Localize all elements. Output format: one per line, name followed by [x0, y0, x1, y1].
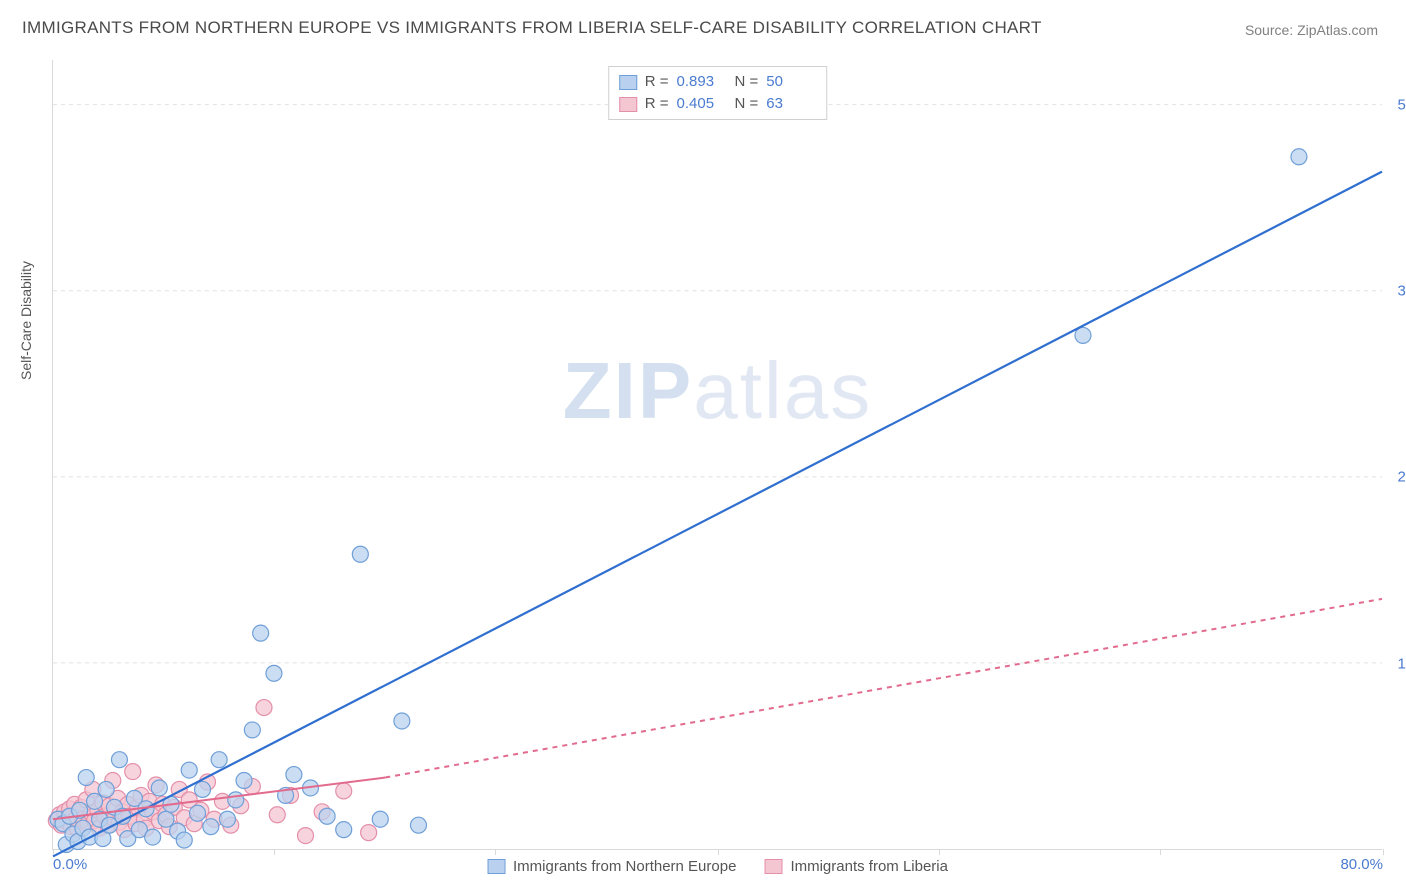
data-point — [111, 752, 127, 768]
legend-correlation: R = 0.893 N = 50 R = 0.405 N = 63 — [608, 66, 828, 120]
data-point — [410, 817, 426, 833]
data-point — [336, 783, 352, 799]
data-point — [151, 780, 167, 796]
data-point — [78, 770, 94, 786]
legend-label-1: Immigrants from Liberia — [790, 858, 948, 875]
data-point — [98, 781, 114, 797]
r-value-0: 0.893 — [677, 71, 727, 93]
data-point — [319, 808, 335, 824]
x-tick-label: 0.0% — [53, 856, 87, 873]
data-point — [256, 700, 272, 716]
data-point — [394, 713, 410, 729]
data-point — [336, 822, 352, 838]
data-point — [219, 811, 235, 827]
n-label: N = — [735, 71, 759, 93]
plot-area: ZIPatlas 12.5%25.0%37.5%50.0% 0.0%80.0% … — [52, 60, 1382, 850]
data-point — [158, 811, 174, 827]
data-point — [269, 807, 285, 823]
data-point — [236, 773, 252, 789]
y-axis-label: Self-Care Disability — [18, 261, 34, 380]
x-tick — [718, 849, 719, 855]
x-tick — [495, 849, 496, 855]
legend-row-series-1: R = 0.405 N = 63 — [619, 93, 817, 115]
data-point — [211, 752, 227, 768]
legend-row-series-0: R = 0.893 N = 50 — [619, 71, 817, 93]
data-point — [361, 825, 377, 841]
y-tick-label: 25.0% — [1390, 469, 1406, 486]
source-prefix: Source: — [1245, 22, 1297, 38]
y-tick-label: 12.5% — [1390, 655, 1406, 672]
x-tick — [1383, 849, 1384, 855]
legend-item-0: Immigrants from Northern Europe — [487, 858, 736, 875]
x-tick-label: 80.0% — [1340, 856, 1383, 873]
data-point — [298, 828, 314, 844]
x-tick — [274, 849, 275, 855]
data-point — [176, 832, 192, 848]
swatch-bottom-0 — [487, 859, 505, 874]
data-point — [244, 722, 260, 738]
source-attribution: Source: ZipAtlas.com — [1245, 22, 1378, 38]
x-tick — [53, 849, 54, 855]
data-point — [253, 625, 269, 641]
legend-label-0: Immigrants from Northern Europe — [513, 858, 736, 875]
r-label: R = — [645, 71, 669, 93]
r-label: R = — [645, 93, 669, 115]
source-link[interactable]: ZipAtlas.com — [1297, 22, 1378, 38]
data-point — [145, 829, 161, 845]
data-point — [190, 805, 206, 821]
swatch-series-0 — [619, 75, 637, 90]
chart-svg — [53, 60, 1382, 849]
n-value-1: 63 — [766, 93, 816, 115]
swatch-bottom-1 — [764, 859, 782, 874]
data-point — [195, 781, 211, 797]
data-point — [266, 665, 282, 681]
legend-item-1: Immigrants from Liberia — [764, 858, 948, 875]
data-point — [87, 793, 103, 809]
n-value-0: 50 — [766, 71, 816, 93]
swatch-series-1 — [619, 97, 637, 112]
regression-line — [385, 599, 1382, 778]
data-point — [228, 792, 244, 808]
x-tick — [1160, 849, 1161, 855]
chart-title: IMMIGRANTS FROM NORTHERN EUROPE VS IMMIG… — [22, 18, 1042, 38]
r-value-1: 0.405 — [677, 93, 727, 115]
y-tick-label: 37.5% — [1390, 283, 1406, 300]
data-point — [181, 762, 197, 778]
data-point — [203, 819, 219, 835]
data-point — [125, 764, 141, 780]
data-point — [1291, 149, 1307, 165]
x-tick — [939, 849, 940, 855]
legend-series: Immigrants from Northern Europe Immigran… — [487, 858, 948, 875]
data-point — [372, 811, 388, 827]
n-label: N = — [735, 93, 759, 115]
data-point — [352, 546, 368, 562]
regression-line — [53, 172, 1382, 857]
y-tick-label: 50.0% — [1390, 96, 1406, 113]
data-point — [286, 767, 302, 783]
